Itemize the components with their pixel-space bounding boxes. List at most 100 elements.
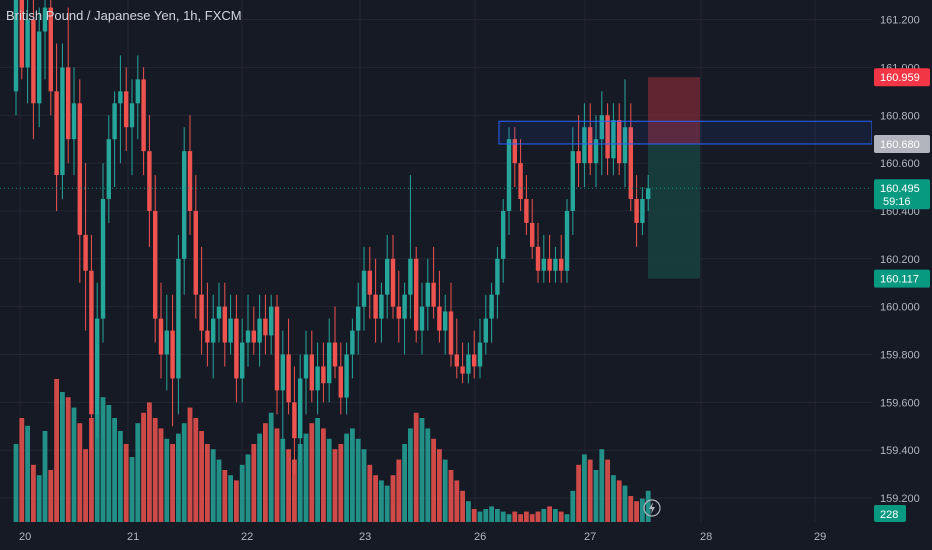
volume-bar <box>89 418 94 522</box>
candle-body <box>390 258 396 307</box>
candle-body <box>25 19 30 68</box>
volume-bar <box>263 423 268 522</box>
volume-bar <box>587 459 593 522</box>
candle-body <box>216 306 222 319</box>
volume-bar <box>471 509 477 522</box>
y-tick-label: 159.800 <box>880 349 920 361</box>
volume-bar <box>489 506 494 522</box>
candle-body <box>617 120 622 164</box>
candle-body <box>506 139 512 211</box>
volume-badge-label: 228 <box>880 509 898 521</box>
volume-bar <box>477 511 483 522</box>
volume-bar <box>112 418 117 522</box>
volume-bar <box>100 397 106 522</box>
volume-bar <box>437 449 442 522</box>
candle-body <box>553 258 558 271</box>
candle-body <box>170 330 175 379</box>
candle-body <box>286 354 291 403</box>
candle-body <box>356 306 361 331</box>
volume-bar <box>529 514 535 522</box>
candle-body <box>60 67 65 176</box>
volume-bar <box>210 449 216 522</box>
candle-body <box>182 151 187 259</box>
candle-body <box>338 366 343 398</box>
volume-bar <box>222 470 228 522</box>
volume-bar <box>13 444 19 522</box>
volume-bar <box>599 449 605 522</box>
volume-bar <box>280 438 286 522</box>
candle-body <box>240 342 245 379</box>
candle-body <box>559 258 564 271</box>
candle-body <box>83 234 88 271</box>
volume-bar <box>570 490 576 522</box>
volume-bar <box>25 425 30 522</box>
candle-body <box>19 0 24 68</box>
volume-bar <box>338 444 344 522</box>
volume-bar <box>535 511 541 522</box>
candle-body <box>535 246 541 271</box>
x-tick-label: 28 <box>700 531 712 543</box>
volume-bar <box>123 444 129 522</box>
volume-bar <box>268 412 274 522</box>
volume-bar <box>274 428 280 522</box>
volume-bar <box>170 444 175 522</box>
volume-bar <box>466 501 471 522</box>
volume-bar <box>622 485 628 522</box>
x-tick-label: 27 <box>584 531 596 543</box>
candle-body <box>495 258 500 295</box>
candle-body <box>547 258 552 271</box>
volume-bar <box>564 514 570 522</box>
y-tick-label: 161.200 <box>880 15 920 27</box>
volume-bar <box>164 438 170 522</box>
volume-bar <box>286 449 291 522</box>
candle-body <box>54 91 59 176</box>
candle-body <box>95 318 100 415</box>
candle-body <box>367 270 372 295</box>
candle-body <box>124 91 129 128</box>
candle-body <box>245 330 251 343</box>
volume-bar <box>315 418 320 522</box>
candle-body <box>332 342 338 367</box>
candle-body <box>489 294 494 319</box>
y-tick-label: 160.600 <box>880 158 920 170</box>
volume-bar <box>373 475 378 522</box>
candle-body <box>466 354 471 374</box>
volume-bar <box>303 433 309 522</box>
resistance-zone <box>498 120 873 145</box>
volume-bar <box>396 459 402 522</box>
candle-body <box>37 31 42 104</box>
volume-bar <box>402 444 407 522</box>
candle-body <box>234 318 239 379</box>
candle-body <box>448 311 454 355</box>
candle-body <box>321 366 326 384</box>
x-tick-label: 21 <box>127 531 139 543</box>
candle-body <box>373 294 378 319</box>
volume-bar <box>309 423 315 522</box>
candle-body <box>402 294 407 319</box>
candle-body <box>385 258 390 295</box>
volume-bar <box>454 480 460 522</box>
candle-body <box>106 139 111 199</box>
candle-body <box>48 7 53 92</box>
y-tick-label: 159.400 <box>880 445 920 457</box>
candle-body <box>524 198 529 223</box>
volume-bar <box>448 470 454 522</box>
x-tick-label: 29 <box>814 531 826 543</box>
volume-bar <box>147 402 152 522</box>
volume-bar <box>413 412 419 522</box>
price-badge-label: 160.959 <box>880 72 920 84</box>
volume-bar <box>524 511 529 522</box>
candle-body <box>228 318 233 343</box>
lightning-icon <box>643 499 661 517</box>
candle-body <box>280 354 285 391</box>
volume-bar <box>326 438 332 522</box>
volume-bar <box>506 514 512 522</box>
candle-body <box>582 127 587 164</box>
candle-body <box>199 294 204 331</box>
candle-body <box>222 306 227 343</box>
y-tick-label: 159.600 <box>880 397 920 409</box>
volume-bar <box>65 397 71 522</box>
volume-bar <box>500 511 506 522</box>
volume-bar <box>553 509 558 522</box>
